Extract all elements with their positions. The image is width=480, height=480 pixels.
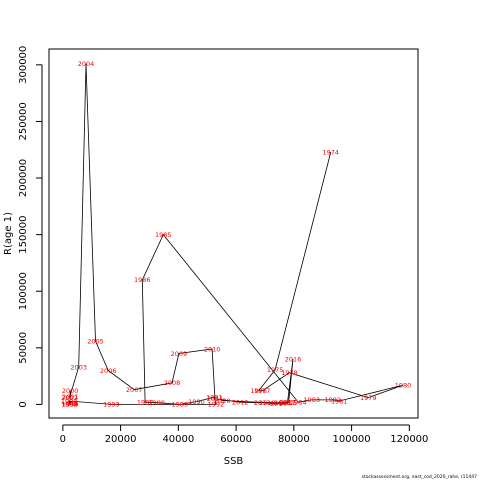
year-label-1996: 1996: [62, 401, 79, 409]
year-label-1974: 1974: [323, 148, 340, 156]
year-label-1977: 1977: [254, 387, 271, 395]
x-tick-label: 0: [60, 434, 66, 445]
x-tick-label: 20000: [105, 434, 137, 445]
year-label-1978: 1978: [281, 369, 298, 377]
year-label-2017: 2017: [279, 399, 296, 407]
year-label-1993: 1993: [103, 401, 120, 409]
y-axis: 0 50000 100000 150000 200000 250000 300000: [18, 46, 43, 408]
y-tick-label: 200000: [18, 159, 29, 197]
year-label-2008: 2008: [164, 379, 181, 387]
year-label-2016: 2016: [285, 355, 302, 363]
year-label-2015: 2015: [280, 399, 297, 407]
year-label-2020: 2020: [214, 397, 231, 405]
year-label-1989: 1989: [172, 401, 189, 409]
year-label-2001: 2001: [62, 393, 79, 401]
y-tick-label: 100000: [18, 272, 29, 310]
y-tick-label: 150000: [18, 216, 29, 254]
year-label-2006: 2006: [100, 367, 117, 375]
year-label-1995: 1995: [61, 401, 78, 409]
year-label-1982: 1982: [325, 396, 342, 404]
year-label-2013: 2013: [254, 399, 271, 407]
x-tick-label: 100000: [332, 434, 370, 445]
y-axis-title: R(age 1): [3, 212, 14, 255]
year-label-1981: 1981: [331, 397, 348, 405]
x-axis: 0 20000 40000 60000 80000 100000 120000: [60, 424, 428, 445]
year-label-1983: 1983: [303, 396, 320, 404]
year-label-2019: 2019: [259, 399, 276, 407]
year-label-1976: 1976: [250, 387, 267, 395]
year-label-1985: 1985: [155, 231, 172, 239]
year-label-1987: 1987: [137, 399, 154, 407]
year-label-2018: 2018: [274, 399, 291, 407]
year-label-1997: 1997: [61, 401, 78, 409]
plot-frame: [48, 48, 419, 419]
recruitment-series-line: [68, 63, 404, 405]
year-label-2009: 2009: [171, 350, 188, 358]
x-axis-title: SSB: [224, 456, 244, 467]
year-label-1979: 1979: [360, 394, 377, 402]
year-label-1975: 1975: [267, 366, 284, 374]
year-label-2010: 2010: [204, 345, 221, 353]
x-tick-label: 80000: [278, 434, 310, 445]
y-tick-label: 300000: [18, 46, 29, 84]
footnote: stockassessment.org, east_cod_2020_rahe,…: [362, 474, 478, 480]
y-tick-label: 0: [18, 401, 29, 407]
year-label-1992: 1992: [208, 401, 225, 409]
x-tick-label: 40000: [162, 434, 194, 445]
year-label-2002: 2002: [61, 394, 78, 402]
year-label-2011: 2011: [207, 395, 224, 403]
year-label-1994: 1994: [61, 397, 78, 405]
year-label-1986: 1986: [134, 276, 151, 284]
x-tick-label: 120000: [390, 434, 428, 445]
year-label-2000: 2000: [62, 387, 79, 395]
year-label-2014: 2014: [270, 400, 287, 408]
year-label-2003: 2003: [70, 363, 87, 371]
y-tick-label: 250000: [18, 102, 29, 140]
x-tick-label: 60000: [220, 434, 252, 445]
year-label-2007: 2007: [126, 386, 143, 394]
year-label-1990: 1990: [188, 398, 205, 406]
year-label-1984: 1984: [290, 399, 307, 407]
year-label-1999: 1999: [62, 401, 79, 409]
year-label-2012: 2012: [232, 399, 249, 407]
year-label-2005: 2005: [87, 337, 104, 345]
y-tick-label: 50000: [18, 332, 29, 364]
year-label-2004: 2004: [78, 60, 95, 68]
year-label-1998: 1998: [61, 401, 78, 409]
year-label-1988: 1988: [148, 399, 165, 407]
year-label-1991: 1991: [206, 393, 223, 401]
series-path: [68, 63, 404, 405]
year-label-1980: 1980: [395, 382, 412, 390]
